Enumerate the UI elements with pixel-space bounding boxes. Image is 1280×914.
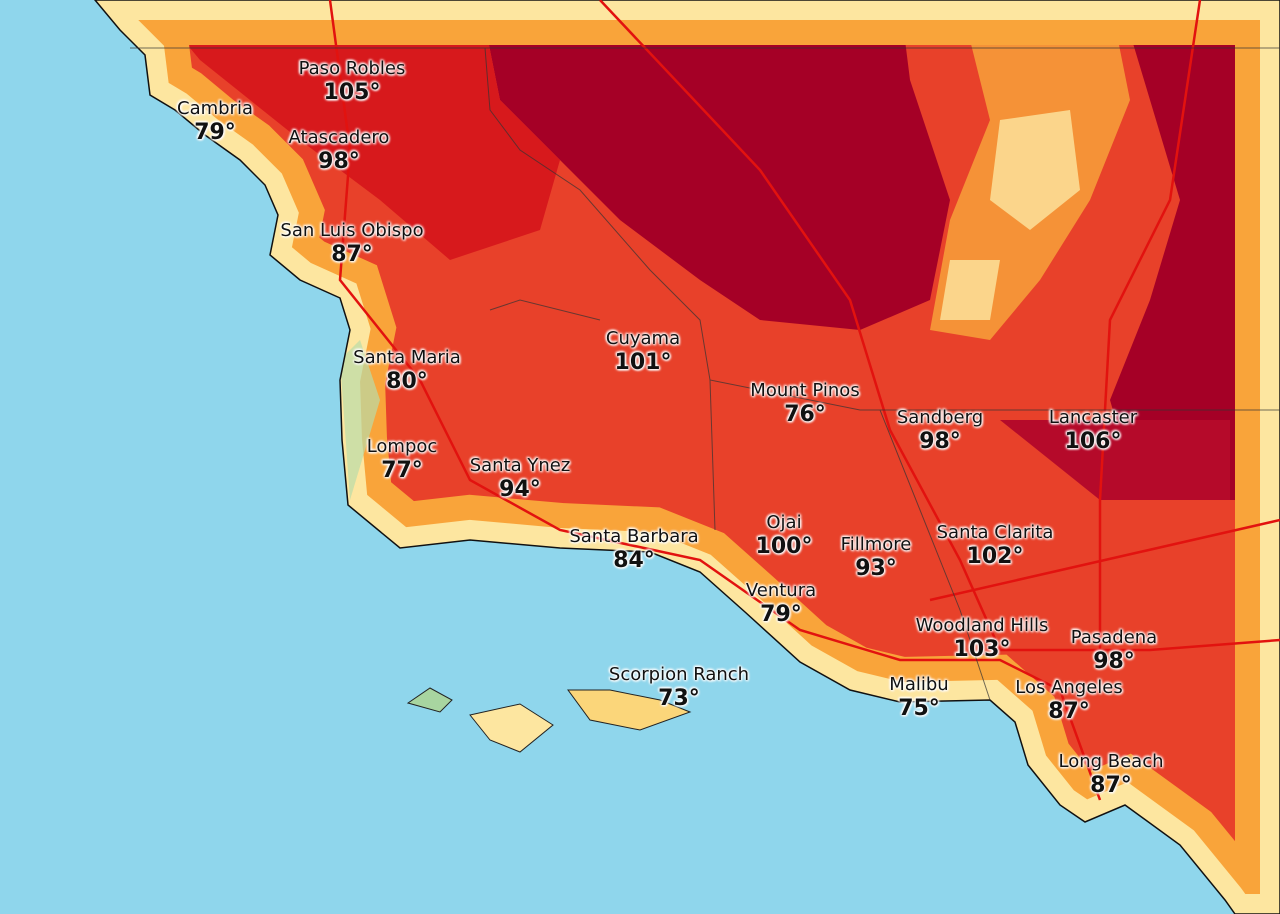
- city-name: Santa Ynez: [469, 455, 571, 476]
- very-hot-region: [1000, 420, 1230, 500]
- city-name: Scorpion Ranch: [608, 664, 750, 685]
- city-label: Cambria 79°: [177, 98, 253, 146]
- city-temperature: 76°: [784, 402, 826, 427]
- city-label: Pasadena 98°: [1071, 627, 1157, 675]
- city-label: Woodland Hills 103°: [916, 615, 1049, 663]
- city-name: Lancaster: [1048, 407, 1138, 428]
- city-name: Woodland Hills: [915, 615, 1049, 636]
- land: [94, 0, 1280, 914]
- very-hot-region: [480, 0, 950, 330]
- city-temperature: 106°: [1064, 429, 1122, 454]
- city-temperature: 102°: [966, 544, 1024, 569]
- city-name: Santa Maria: [353, 347, 461, 368]
- city-label: Paso Robles 105°: [299, 58, 406, 106]
- city-name: San Luis Obispo: [280, 220, 424, 241]
- city-temperature: 105°: [323, 80, 381, 105]
- channel-islands: [406, 687, 692, 753]
- cool-peaks: [940, 260, 1000, 320]
- hot-region: [150, 0, 560, 260]
- city-label: Santa Barbara 84°: [569, 526, 698, 574]
- city-name: Ojai: [766, 512, 802, 533]
- city-temperature: 79°: [194, 120, 236, 145]
- city-name: Pasadena: [1070, 627, 1158, 648]
- city-temperature: 101°: [614, 350, 672, 375]
- city-label: Sandberg 98°: [897, 407, 983, 455]
- city-name: Atascadero: [288, 127, 390, 148]
- city-temperature: 93°: [855, 556, 897, 581]
- city-name: Paso Robles: [298, 58, 406, 79]
- city-label: Santa Clarita 102°: [937, 522, 1054, 570]
- island-santa-rosa: [469, 703, 554, 753]
- city-label: Malibu 75°: [889, 674, 948, 722]
- city-label: Long Beach 87°: [1058, 751, 1163, 799]
- city-temperature: 73°: [658, 686, 700, 711]
- city-temperature: 75°: [898, 696, 940, 721]
- city-name: Cuyama: [605, 328, 681, 349]
- city-temperature: 84°: [613, 548, 655, 573]
- city-label: Lompoc 77°: [367, 436, 438, 484]
- city-name: Malibu: [889, 674, 949, 695]
- city-temperature: 94°: [499, 477, 541, 502]
- city-temperature: 87°: [1090, 773, 1132, 798]
- island-santa-cruz: [567, 689, 692, 731]
- city-label: Mount Pinos 76°: [750, 380, 859, 428]
- city-name: Mount Pinos: [750, 380, 860, 401]
- island-san-miguel: [406, 687, 453, 713]
- city-label: Fillmore 93°: [841, 534, 912, 582]
- city-temperature: 87°: [1048, 699, 1090, 724]
- city-label: Lancaster 106°: [1049, 407, 1137, 455]
- city-label: Los Angeles 87°: [1015, 677, 1123, 725]
- city-temperature: 98°: [919, 429, 961, 454]
- city-name: Cambria: [177, 98, 253, 119]
- roads: [328, 0, 1280, 801]
- city-label: Ventura 79°: [746, 580, 816, 628]
- cool-peaks: [990, 110, 1080, 230]
- city-temperature: 98°: [318, 149, 360, 174]
- city-temperature: 77°: [381, 458, 423, 483]
- city-label: Cuyama 101°: [606, 328, 680, 376]
- city-temperature: 98°: [1093, 649, 1135, 674]
- county-lines: [130, 47, 1280, 701]
- city-label: Scorpion Ranch 73°: [609, 664, 749, 712]
- city-temperature: 103°: [953, 637, 1011, 662]
- city-name: Santa Clarita: [936, 522, 1054, 543]
- city-temperature: 80°: [386, 369, 428, 394]
- city-name: Sandberg: [896, 407, 984, 428]
- city-temperature: 100°: [755, 534, 813, 559]
- city-name: Fillmore: [840, 534, 912, 555]
- city-temperature: 87°: [331, 242, 373, 267]
- city-label: Santa Maria 80°: [353, 347, 461, 395]
- city-name: Los Angeles: [1015, 677, 1123, 698]
- city-name: Santa Barbara: [569, 526, 699, 547]
- city-temperature: 79°: [760, 602, 802, 627]
- city-name: Long Beach: [1058, 751, 1164, 772]
- city-label: Ojai 100°: [756, 512, 813, 560]
- city-label: San Luis Obispo 87°: [280, 220, 423, 268]
- city-name: Ventura: [745, 580, 817, 601]
- coastal-valley: [340, 340, 380, 500]
- city-label: Santa Ynez 94°: [470, 455, 571, 503]
- city-label: Atascadero 98°: [289, 127, 390, 175]
- city-name: Lompoc: [366, 436, 438, 457]
